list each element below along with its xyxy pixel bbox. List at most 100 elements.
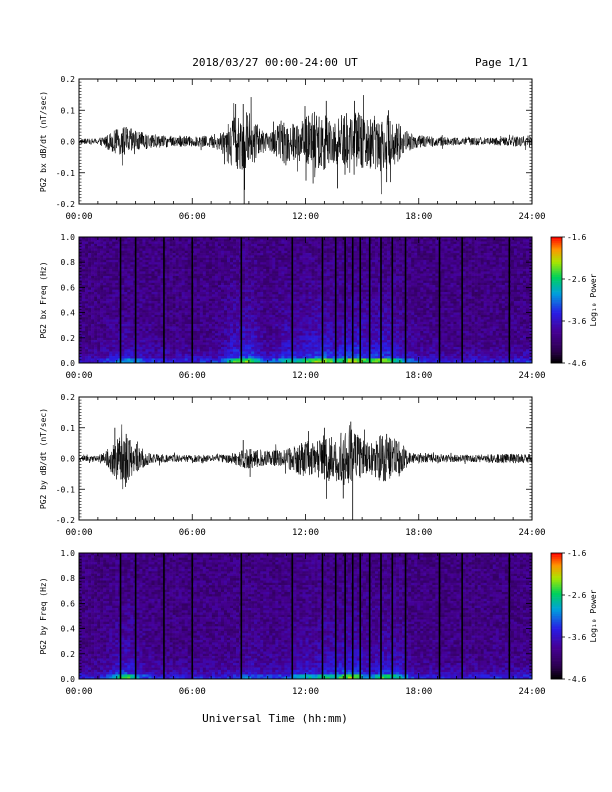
spectrogram-cell [127,246,131,249]
spectrogram-cell [166,271,170,274]
spectrogram-cell [151,257,155,261]
spectrogram-cell [269,259,273,263]
spectrogram-cell [184,285,189,288]
spectrogram-cell [284,310,288,313]
spectrogram-cell [184,317,189,320]
spectrogram-cell [97,301,101,304]
spectrogram-cell [335,317,340,320]
spectrogram-cell [136,273,140,277]
spectrogram-cell [181,335,185,339]
spectrogram-cell [145,349,149,352]
spectrogram-cell [187,278,192,281]
spectrogram-cell [82,303,86,307]
spectrogram-cell [166,269,170,272]
spectrogram-cell [124,275,128,279]
spectrogram-cell [323,340,327,343]
spectrogram-cell [305,328,309,332]
spectrogram-cell [257,337,261,341]
spectrogram-cell [88,246,92,249]
spectrogram-cell [130,310,134,313]
spectrogram-cell [97,266,101,270]
spectrogram-cell [163,287,167,290]
spectrogram-cell [305,255,309,258]
spectrogram-cell [317,259,321,263]
spectrogram-cell [175,330,179,334]
spectrogram-cell [284,321,288,325]
spectrogram-cell [230,333,234,336]
spectrogram-cell [187,351,192,355]
spectrogram-cell [230,291,234,295]
spectrogram-cell [100,301,104,304]
spectrogram-cell [296,346,300,350]
spectrogram-cell [124,324,128,327]
spectrogram-cell [124,269,128,272]
spectrogram-cell [293,312,297,316]
spectrogram-cell [124,360,128,364]
spectrogram-cell [163,269,167,272]
spectrogram-cell [139,298,143,302]
spectrogram-cell [287,285,291,288]
spectrogram-cell [308,298,312,302]
spectrogram-cell [163,303,167,307]
spectrogram-cell [266,275,270,279]
spectrogram-cell [245,303,249,307]
spectrogram-cell [187,266,192,270]
spectrogram-cell [323,296,327,300]
spectrogram-cell [287,351,291,355]
spectrogram-cell [308,282,312,286]
spectrogram-cell [166,340,170,343]
spectrogram-cell [115,314,119,318]
spectrogram-cell [169,319,173,323]
spectrogram-cell [278,301,282,304]
spectrogram-cell [260,305,264,309]
spectrogram-cell [199,282,204,286]
spectrogram-cell [85,253,89,256]
spectrogram-cell [335,271,340,274]
spectrogram-cell [251,319,255,323]
y-axis-label: PG2 bx dB/dt (nT/sec) [39,91,48,192]
spectrogram-cell [163,308,167,311]
spectrogram-cell [257,330,261,334]
spectrogram-cell [106,246,110,249]
spectrogram-cell [254,301,258,304]
spectrogram-cell [248,298,252,302]
spectrogram-cell [311,278,315,281]
spectrogram-cell [109,321,113,325]
spectrogram-cell [314,351,318,355]
spectrogram-cell [148,273,152,277]
spectrogram-cell [151,282,155,286]
spectrogram-cell [121,330,125,334]
spectrogram-cell [97,282,101,286]
spectrogram-cell [214,321,219,325]
spectrogram-cell [103,349,107,352]
spectrogram-cell [326,278,330,281]
spectrogram-cell [266,285,270,288]
spectrogram-cell [178,356,182,359]
spectrogram-cell [160,340,164,343]
spectrogram-cell [311,259,315,263]
spectrogram-cell [299,250,303,254]
spectrogram-cell [109,296,113,300]
spectrogram-cell [296,298,300,302]
spectrogram-cell [326,289,330,293]
spectrogram-cell [332,312,336,316]
spectrogram-cell [220,243,225,247]
spectrogram-cell [269,349,273,352]
spectrogram-cell [323,282,327,286]
spectrogram-cell [263,271,267,274]
spectrogram-cell [223,239,228,242]
spectrogram-cell [178,291,182,295]
spectrogram-cell [263,356,267,359]
spectrogram-cell [142,340,146,343]
spectrogram-cell [236,301,240,304]
spectrogram-cell [109,237,113,240]
spectrogram-cell [169,278,173,281]
spectrogram-cell [296,275,300,279]
spectrogram-cell [341,255,346,258]
spectrogram-cell [242,349,246,352]
spectrogram-cell [260,351,264,355]
spectrogram-cell [199,340,204,343]
spectrogram-cell [287,243,291,247]
spectrogram-cell [335,269,340,272]
spectrogram-cell [220,250,225,254]
